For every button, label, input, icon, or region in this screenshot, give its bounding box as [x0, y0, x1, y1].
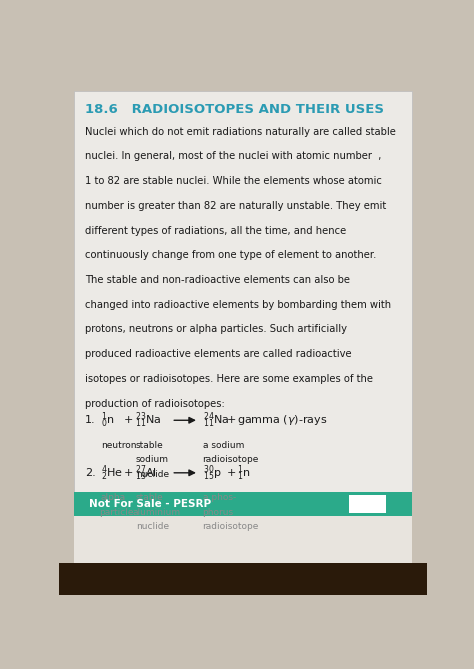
Text: $\mathregular{^{23}_{11}}$Na: $\mathregular{^{23}_{11}}$Na: [135, 411, 161, 430]
Text: 1.: 1.: [85, 415, 96, 425]
Text: aluminium: aluminium: [133, 508, 181, 517]
Bar: [74, 516, 412, 565]
Text: $\mathregular{^{27}_{13}}$Al: $\mathregular{^{27}_{13}}$Al: [135, 463, 156, 482]
Text: $\mathregular{^{24}_{11}}$Na: $\mathregular{^{24}_{11}}$Na: [202, 411, 229, 430]
Text: different types of radiations, all the time, and hence: different types of radiations, all the t…: [85, 225, 346, 235]
Text: stable: stable: [136, 494, 164, 502]
Text: neutron: neutron: [101, 441, 137, 450]
Text: phorus: phorus: [202, 508, 234, 517]
Bar: [74, 492, 412, 516]
Text: a phos-: a phos-: [202, 494, 236, 502]
Text: 2.: 2.: [85, 468, 96, 478]
Text: particle: particle: [99, 508, 133, 517]
Text: gamma ($\gamma$)-rays: gamma ($\gamma$)-rays: [237, 413, 328, 427]
Text: $\mathregular{^{30}_{15}}$p: $\mathregular{^{30}_{15}}$p: [202, 463, 221, 482]
Text: produced radioactive elements are called radioactive: produced radioactive elements are called…: [85, 349, 352, 359]
Text: protons, neutrons or alpha particles. Such artificially: protons, neutrons or alpha particles. Su…: [85, 324, 347, 334]
Text: stable: stable: [136, 441, 164, 450]
Text: 18.6   RADIOISOTOPES AND THEIR USES: 18.6 RADIOISOTOPES AND THEIR USES: [85, 104, 384, 116]
Text: sodium: sodium: [136, 456, 169, 464]
Text: changed into radioactive elements by bombarding them with: changed into radioactive elements by bom…: [85, 300, 391, 310]
Text: nuclide: nuclide: [136, 522, 169, 531]
Text: number is greater than 82 are naturally unstable. They emit: number is greater than 82 are naturally …: [85, 201, 386, 211]
Bar: [59, 563, 427, 595]
Text: continuously change from one type of element to another.: continuously change from one type of ele…: [85, 250, 376, 260]
Text: +: +: [124, 468, 133, 478]
Text: $\mathregular{^{1}_{0}}$n: $\mathregular{^{1}_{0}}$n: [101, 411, 115, 430]
Text: isotopes or radioisotopes. Here are some examples of the: isotopes or radioisotopes. Here are some…: [85, 374, 373, 384]
Text: The stable and non-radioactive elements can also be: The stable and non-radioactive elements …: [85, 275, 350, 285]
Text: 1 to 82 are stable nuclei. While the elements whose atomic: 1 to 82 are stable nuclei. While the ele…: [85, 176, 382, 186]
Text: radioisotope: radioisotope: [202, 522, 259, 531]
Bar: [74, 90, 412, 492]
Text: +: +: [124, 415, 133, 425]
Text: $\mathregular{^{4}_{2}}$He: $\mathregular{^{4}_{2}}$He: [101, 463, 124, 482]
Text: a sodium: a sodium: [202, 441, 244, 450]
Text: nuclei. In general, most of the nuclei with atomic number  ,: nuclei. In general, most of the nuclei w…: [85, 151, 382, 161]
Bar: [349, 494, 386, 513]
Text: +: +: [227, 468, 236, 478]
Text: Nuclei which do not emit radiations naturally are called stable: Nuclei which do not emit radiations natu…: [85, 126, 396, 136]
Text: Not For Sale - PESRP: Not For Sale - PESRP: [89, 499, 211, 509]
Text: alpha: alpha: [100, 494, 126, 502]
Text: nuclide: nuclide: [136, 470, 169, 479]
Text: +: +: [227, 415, 236, 425]
Text: production of radioisotopes:: production of radioisotopes:: [85, 399, 225, 409]
Text: radioisotope: radioisotope: [202, 456, 259, 464]
Text: $\mathregular{^{1}_{1}}$n: $\mathregular{^{1}_{1}}$n: [237, 463, 251, 482]
